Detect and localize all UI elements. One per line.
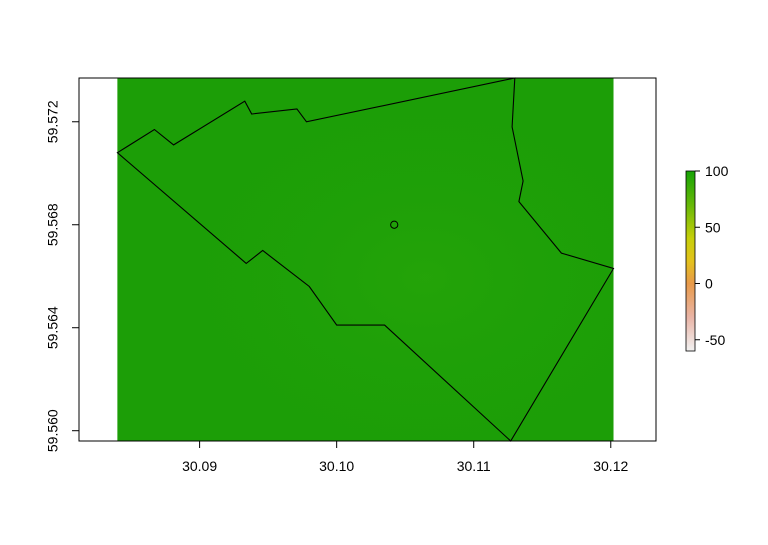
polygon-layer: [116, 77, 615, 442]
x-tick-label: 30.10: [319, 458, 354, 474]
point-marker: [390, 220, 399, 229]
legend-tick-label: 100: [705, 163, 729, 179]
boundary-polygon: [116, 77, 615, 442]
y-tick-label: 59.572: [45, 100, 61, 143]
legend-tick-label: 0: [705, 276, 713, 292]
y-axis: 59.560 59.564 59.568 59.572: [45, 100, 79, 452]
y-tick-label: 59.560: [45, 409, 61, 452]
plot-frame: [78, 77, 657, 442]
x-axis: 30.09 30.10 30.11 30.12: [182, 441, 628, 474]
y-tick-label: 59.564: [45, 306, 61, 349]
x-tick-label: 30.11: [457, 458, 491, 474]
x-tick-label: 30.12: [593, 458, 628, 474]
raster-layer: [117, 78, 614, 441]
legend-tick-label: -50: [705, 332, 725, 348]
marker-layer: [390, 220, 399, 229]
raster-shading: [117, 78, 614, 441]
y-tick-label: 59.568: [45, 203, 61, 246]
color-legend: 100 50 0 -50: [685, 163, 729, 352]
legend-tick-label: 50: [705, 219, 721, 235]
legend-colorbar: [685, 170, 696, 352]
x-tick-label: 30.09: [182, 458, 217, 474]
